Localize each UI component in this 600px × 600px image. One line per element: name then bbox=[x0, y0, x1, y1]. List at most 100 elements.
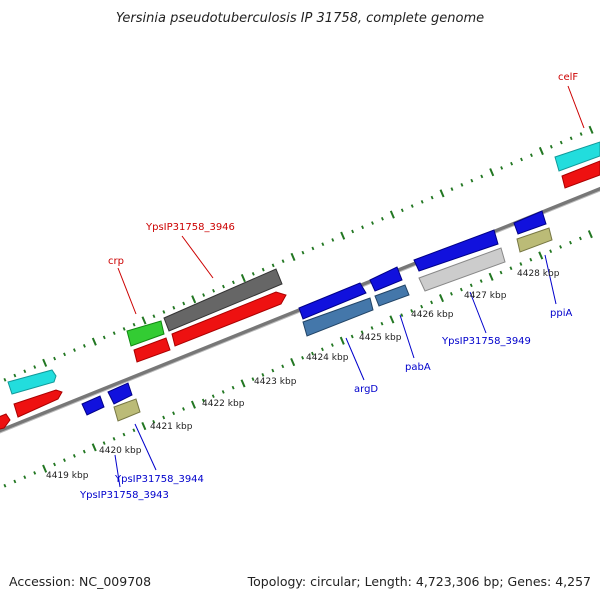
gene-label-3944[interactable]: YpsIP31758_3944 bbox=[114, 474, 204, 485]
gene-bar-reverse[interactable] bbox=[81, 395, 105, 416]
scale-tick-minor bbox=[350, 334, 354, 339]
scale-tick-major bbox=[339, 336, 345, 345]
scale-tick-major bbox=[587, 230, 593, 239]
scale-tick-major bbox=[588, 125, 594, 134]
gene-label-3943[interactable]: YpsIP31758_3943 bbox=[79, 490, 169, 501]
scale-tick-minor bbox=[102, 441, 106, 445]
scale-tick-minor bbox=[420, 304, 424, 309]
scale-tick-minor bbox=[212, 288, 216, 293]
reverse-scale-ticks bbox=[3, 230, 593, 488]
gene-bar-forward[interactable] bbox=[133, 337, 171, 363]
gene-label-ppiA[interactable]: ppiA bbox=[550, 308, 572, 319]
gene-bar-forward[interactable] bbox=[0, 413, 11, 430]
label-leader-line bbox=[345, 337, 365, 381]
gene-bar-forward[interactable] bbox=[7, 369, 57, 395]
label-leader-line bbox=[469, 291, 487, 334]
scale-tick-minor bbox=[519, 262, 523, 266]
scale-tick-minor bbox=[271, 263, 275, 268]
scale-tick-minor bbox=[430, 195, 434, 200]
label-leader-line bbox=[117, 267, 137, 315]
scale-tick-minor bbox=[529, 257, 533, 262]
scale-tick-minor bbox=[231, 280, 235, 285]
gene-bar-reverse[interactable] bbox=[513, 210, 547, 235]
scale-tick-major bbox=[538, 146, 544, 156]
gene-label-argD[interactable]: argD bbox=[354, 384, 378, 395]
label-leader-line bbox=[399, 314, 415, 359]
scale-tick-minor bbox=[380, 216, 384, 221]
gene-bar-reverse[interactable] bbox=[516, 227, 553, 253]
scale-tick-minor bbox=[321, 242, 325, 247]
gene-label-crp[interactable]: crp bbox=[108, 256, 124, 267]
scale-tick-minor bbox=[231, 385, 235, 390]
gene-bar-forward[interactable] bbox=[561, 160, 600, 189]
label-leader-line bbox=[181, 235, 214, 279]
scale-tick-major bbox=[340, 231, 346, 240]
scale-tick-minor bbox=[251, 272, 255, 276]
scale-tick-minor bbox=[569, 240, 572, 245]
gene-label-celF[interactable]: celF bbox=[558, 72, 578, 83]
scale-tick-minor bbox=[500, 166, 504, 170]
scale-tick-minor bbox=[23, 475, 27, 480]
gene-bar-forward[interactable] bbox=[13, 389, 63, 418]
scale-tick-major bbox=[290, 358, 296, 367]
kbp-label: 4427 kbp bbox=[464, 291, 507, 301]
gene-bar-forward[interactable] bbox=[126, 320, 165, 347]
scale-tick-minor bbox=[3, 377, 7, 382]
scale-tick-major bbox=[538, 251, 544, 260]
scale-tick-minor bbox=[530, 153, 533, 158]
scale-tick-minor bbox=[132, 322, 136, 327]
kbp-label: 4426 kbp bbox=[411, 310, 454, 320]
scale-tick-minor bbox=[520, 157, 523, 162]
gene-bar-reverse[interactable] bbox=[302, 297, 374, 337]
gene-bar-reverse[interactable] bbox=[369, 266, 403, 292]
gene-bar-reverse[interactable] bbox=[107, 382, 133, 405]
gene-bar-reverse[interactable] bbox=[418, 247, 506, 292]
scale-tick-minor bbox=[201, 398, 205, 403]
scale-tick-major bbox=[389, 315, 395, 324]
gene-bar-forward[interactable] bbox=[554, 141, 600, 172]
gene-bar-reverse[interactable] bbox=[113, 398, 141, 422]
scale-tick-minor bbox=[33, 365, 37, 369]
scale-tick-major bbox=[489, 168, 495, 177]
scale-tick-minor bbox=[182, 407, 185, 411]
scale-tick-minor bbox=[72, 454, 76, 458]
kbp-label: 4421 kbp bbox=[150, 422, 193, 432]
scale-tick-minor bbox=[261, 267, 265, 272]
scale-tick-minor bbox=[251, 377, 255, 381]
label-leader-line bbox=[134, 423, 157, 471]
label-leader-line bbox=[567, 85, 585, 129]
scale-tick-minor bbox=[301, 355, 305, 360]
gene-bar-reverse[interactable] bbox=[374, 284, 410, 307]
scale-tick-minor bbox=[469, 283, 473, 288]
gene-bar-reverse[interactable] bbox=[298, 282, 367, 320]
label-leader-line bbox=[114, 454, 121, 488]
gene-label-callouts bbox=[114, 85, 585, 488]
scale-tick-major bbox=[91, 337, 97, 346]
scale-tick-minor bbox=[221, 390, 225, 394]
scale-tick-minor bbox=[102, 335, 106, 340]
scale-tick-minor bbox=[162, 415, 166, 420]
scale-tick-minor bbox=[509, 266, 513, 271]
gene-bar-forward[interactable] bbox=[171, 291, 287, 347]
gene-bar-forward[interactable] bbox=[163, 268, 283, 332]
gene-label-pabA[interactable]: pabA bbox=[405, 362, 431, 373]
scale-tick-minor bbox=[182, 301, 186, 306]
gene-label-3946[interactable]: YpsIP31758_3946 bbox=[145, 222, 235, 233]
scale-tick-minor bbox=[162, 310, 166, 314]
scale-tick-minor bbox=[410, 309, 414, 313]
gene-bar-reverse[interactable] bbox=[413, 229, 499, 272]
scale-tick-minor bbox=[371, 221, 374, 225]
map-title: Yersinia pseudotuberculosis IP 31758, co… bbox=[116, 11, 484, 26]
scale-tick-minor bbox=[360, 330, 364, 335]
gene-label-3949[interactable]: YpsIP31758_3949 bbox=[441, 336, 531, 347]
scale-tick-minor bbox=[549, 144, 553, 149]
scale-tick-major bbox=[191, 295, 197, 304]
scale-tick-minor bbox=[480, 174, 484, 179]
scale-tick-minor bbox=[172, 411, 176, 416]
scale-tick-minor bbox=[73, 348, 76, 352]
scale-tick-minor bbox=[211, 394, 215, 399]
scale-tick-minor bbox=[549, 249, 553, 254]
scale-tick-major bbox=[439, 294, 445, 303]
